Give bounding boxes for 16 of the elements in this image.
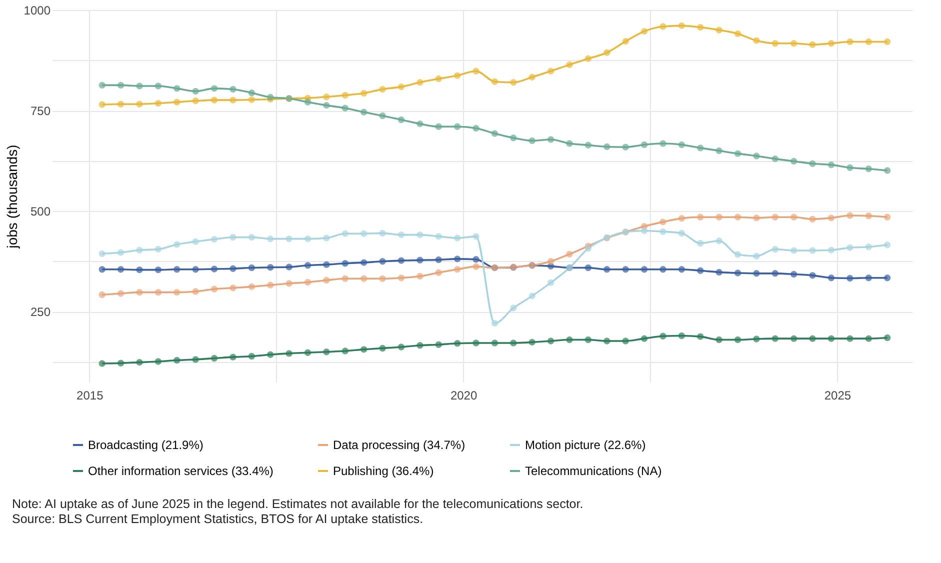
text: Note: AI uptake as of June 2025 in the legend. Estimates not available for the telecomunications sector. [12,497,584,512]
x-tick-label: 2020 [450,388,478,402]
legend-label: Broadcasting (21.9%) [88,438,204,452]
y-tick-label: 250 [30,305,51,320]
legend-label: Other information services (33.4%) [88,464,274,478]
legend-label: Publishing (36.4%) [333,464,434,478]
y-axis-title: jobs (thousands) [4,144,20,250]
legend-label: Telecommunications (NA) [525,464,662,478]
x-tick-label: 2015 [76,388,104,402]
y-tick-label: 750 [30,104,51,118]
source-note: Source: BLS Current Employment Statistics, BTOS for AI uptake statistics. [12,512,424,527]
legend-label: Data processing (34.7%) [333,438,466,452]
x-tick-label: 2025 [824,388,852,402]
y-tick-label: 1000 [24,4,51,18]
y-tick-label: 500 [30,204,51,219]
legend-label: Motion picture (22.6%) [525,438,646,452]
